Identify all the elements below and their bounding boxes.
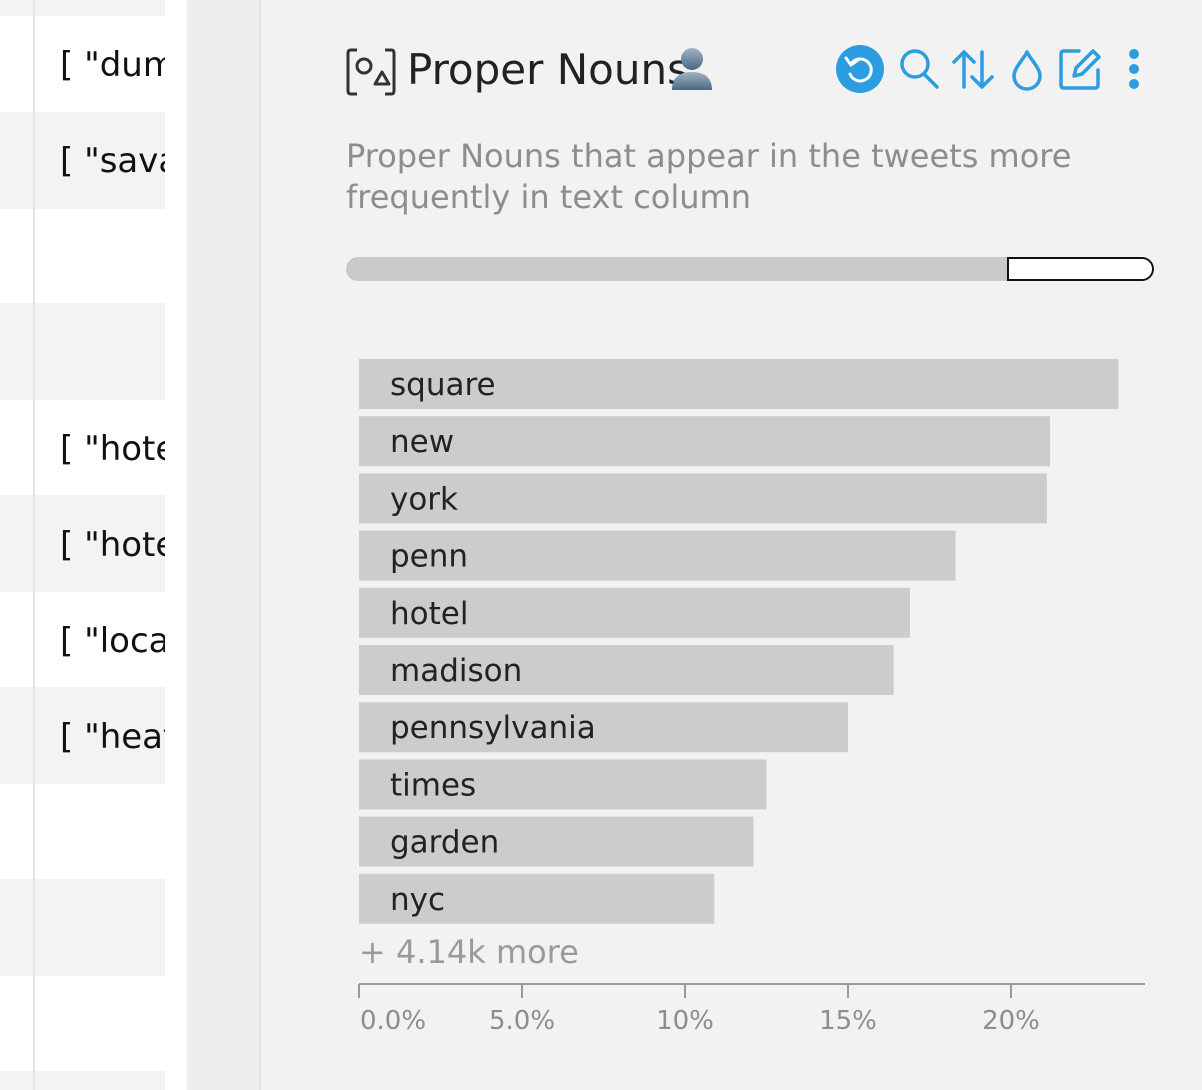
x-axis-tick-label: 5.0% bbox=[489, 1006, 555, 1036]
bar-garden[interactable] bbox=[359, 816, 754, 867]
more-vertical-icon[interactable] bbox=[1120, 44, 1148, 94]
search-icon[interactable] bbox=[894, 44, 944, 94]
bar-penn[interactable] bbox=[359, 530, 956, 581]
reset-icon[interactable] bbox=[835, 44, 885, 94]
panel-gutter bbox=[187, 0, 260, 1090]
edit-icon[interactable] bbox=[1055, 44, 1105, 94]
table-cell[interactable]: [ "hotel bbox=[60, 525, 165, 565]
table-cell[interactable]: [ "locati bbox=[60, 621, 165, 661]
bar-label: times bbox=[390, 767, 476, 803]
insight-panel: Proper Nouns Proper Nouns that ap bbox=[262, 0, 1202, 1090]
row-band bbox=[0, 303, 165, 400]
row-band bbox=[0, 687, 165, 784]
row-band bbox=[0, 1071, 165, 1090]
bar-label: new bbox=[390, 424, 454, 460]
proper-nouns-bar-chart: square new york penn hotel madison pennsylvani… bbox=[358, 359, 1145, 1036]
row-band bbox=[0, 0, 165, 16]
bar-hotel[interactable] bbox=[359, 587, 910, 638]
bar-label: madison bbox=[390, 653, 522, 689]
x-axis-tick-label: 20% bbox=[982, 1006, 1040, 1036]
x-axis-tick-label: 10% bbox=[656, 1006, 714, 1036]
bar-pennsylvania[interactable] bbox=[359, 702, 848, 753]
bar-madison[interactable] bbox=[359, 645, 894, 695]
more-items-link[interactable]: + 4.14k more bbox=[359, 933, 579, 971]
table-cell[interactable]: [ "hotel bbox=[60, 429, 165, 469]
bar-label: garden bbox=[390, 825, 499, 861]
bar-square[interactable] bbox=[359, 359, 1119, 409]
bar-label: nyc bbox=[390, 882, 445, 918]
panel-description: Proper Nouns that appear in the tweets m… bbox=[346, 137, 1072, 216]
row-index-divider bbox=[33, 0, 35, 1090]
bar-new[interactable] bbox=[359, 416, 1051, 467]
x-axis-tick-label: 15% bbox=[819, 1006, 877, 1036]
sort-icon[interactable] bbox=[948, 44, 998, 94]
chart-scroll-thumb[interactable] bbox=[1006, 257, 1154, 281]
panel-title: Proper Nouns bbox=[407, 45, 689, 94]
row-band bbox=[0, 495, 165, 592]
chart-scrollbar[interactable] bbox=[346, 257, 1154, 281]
bar-label: pennsylvania bbox=[390, 710, 596, 746]
table-cell[interactable]: [ "dump bbox=[60, 45, 165, 85]
person-icon bbox=[672, 48, 712, 90]
table-cell[interactable]: [ "heate bbox=[60, 717, 165, 757]
row-band bbox=[0, 879, 165, 976]
bar-times[interactable] bbox=[359, 759, 767, 810]
color-drop-icon[interactable] bbox=[1002, 44, 1052, 94]
bar-label: penn bbox=[390, 539, 468, 575]
bar-nyc[interactable] bbox=[359, 873, 715, 924]
row-band bbox=[0, 112, 165, 209]
bar-label: square bbox=[390, 367, 496, 403]
bar-york[interactable] bbox=[359, 473, 1047, 524]
panel-divider[interactable] bbox=[259, 0, 261, 1090]
bar-label: hotel bbox=[390, 596, 468, 632]
entity-shapes-icon bbox=[346, 48, 396, 96]
bar-label: york bbox=[390, 481, 458, 517]
table-column: [ "dump [ "savag [ "hotel [ "hotel [ "lo… bbox=[0, 0, 187, 1090]
x-axis-tick-label: 0.0% bbox=[360, 1006, 426, 1036]
table-cell[interactable]: [ "savag bbox=[60, 141, 165, 181]
